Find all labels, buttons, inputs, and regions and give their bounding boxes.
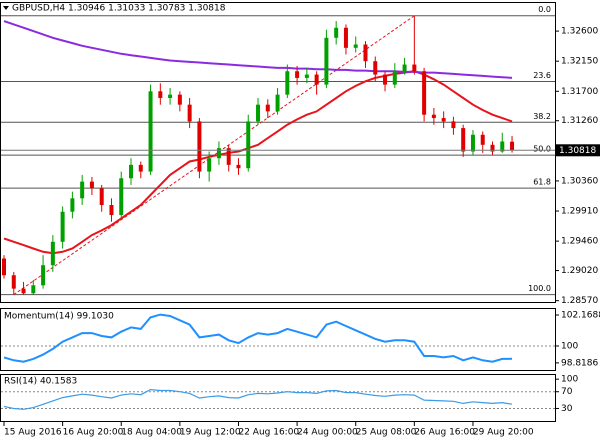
candle-body — [216, 148, 221, 159]
candle-body — [99, 188, 104, 206]
candle-body — [314, 74, 319, 85]
y-tick-label: 100 — [561, 375, 578, 385]
y-tick-label: 1.29020 — [561, 266, 598, 276]
candle-body — [80, 181, 85, 199]
candle-body — [363, 44, 368, 62]
indicator-line — [3, 388, 513, 410]
fib-label: 100.0 — [528, 284, 551, 293]
rsi-panel-frame — [0, 374, 556, 422]
candle-body — [138, 164, 143, 172]
candle-body — [304, 74, 309, 78]
fib-label: 50.0 — [533, 145, 551, 154]
candle-body — [236, 164, 241, 169]
candle-body — [31, 285, 36, 294]
candle-body — [168, 94, 173, 98]
candle-body — [187, 104, 192, 122]
rsi-title: RSI(14) 40.1583 — [4, 377, 77, 387]
y-tick-label: 102.1688 — [561, 311, 600, 321]
candle-body — [21, 288, 26, 294]
y-tick-label: 1.29910 — [561, 207, 598, 217]
y-tick-label: 1.32150 — [561, 57, 598, 67]
fib-label: 38.2 — [533, 112, 551, 121]
candle-body — [60, 211, 65, 242]
candle-body — [177, 94, 182, 105]
x-tick-label: 29 Aug 20:00 — [473, 428, 534, 438]
y-tick-label: 1.31700 — [561, 87, 598, 97]
candle-body — [422, 71, 427, 115]
candle-body — [2, 258, 6, 276]
menu-triangle — [3, 6, 9, 10]
candle-body — [402, 64, 407, 72]
moving-average — [3, 20, 513, 79]
momentum-title: Momentum(14) 99.1030 — [4, 312, 114, 322]
x-tick-label: 19 Aug 12:00 — [180, 428, 241, 438]
y-tick-label: 100 — [561, 342, 578, 352]
momentum-panel-frame — [0, 308, 556, 371]
candle-body — [129, 164, 134, 179]
x-tick-label: 22 Aug 16:00 — [238, 428, 299, 438]
x-tick-label: 18 Aug 04:00 — [121, 428, 182, 438]
candle-body — [50, 241, 55, 266]
candle-body — [226, 148, 231, 165]
candle-body — [158, 91, 163, 98]
moving-average — [3, 70, 513, 255]
candle-body — [383, 74, 388, 85]
y-tick-label: 1.29460 — [561, 237, 598, 247]
fib-label: 0.0 — [538, 5, 551, 14]
candle-body — [451, 121, 456, 129]
candle-body — [11, 275, 16, 289]
candle-body — [256, 104, 261, 122]
x-tick-label: 24 Aug 00:00 — [297, 428, 358, 438]
candle-body — [324, 37, 329, 85]
x-tick-label: 15 Aug 2016 — [4, 428, 62, 438]
y-tick-label: 1.32600 — [561, 27, 598, 37]
indicator-line — [3, 313, 513, 363]
candle-body — [343, 27, 348, 48]
candle-body — [109, 205, 114, 216]
candle-body — [197, 121, 202, 172]
candle-body — [470, 134, 475, 152]
candle-body — [265, 104, 270, 112]
current-price-box — [556, 144, 600, 157]
y-tick-label: 1.30360 — [561, 176, 598, 186]
main-panel-frame — [0, 2, 556, 303]
candle-body — [246, 121, 251, 169]
y-tick-label: 98.8186 — [561, 358, 598, 368]
fib-label: 61.8 — [533, 178, 551, 187]
candle-body — [207, 158, 212, 172]
candle-body — [275, 94, 280, 112]
candle-body — [70, 198, 75, 212]
y-tick-label: 70 — [561, 387, 573, 397]
candle-body — [119, 178, 124, 216]
y-tick-label: 30 — [561, 404, 573, 414]
candle-body — [441, 118, 446, 122]
candle-body — [148, 91, 153, 172]
x-tick-label: 16 Aug 20:00 — [63, 428, 124, 438]
candle-body — [461, 128, 466, 152]
candle-body — [510, 141, 515, 151]
candle-body — [431, 114, 436, 119]
candle-body — [412, 64, 417, 72]
x-tick-label: 25 Aug 08:00 — [356, 428, 417, 438]
y-tick-label: 1.28570 — [561, 296, 598, 306]
fib-trendline — [13, 15, 415, 296]
candle-body — [89, 181, 94, 189]
fib-label: 23.6 — [533, 71, 551, 80]
candle-body — [285, 71, 290, 95]
candle-body — [334, 27, 339, 38]
candle-body — [41, 265, 46, 286]
current-price-label: 1.30818 — [559, 146, 596, 156]
candle-body — [392, 71, 397, 85]
candle-body — [490, 144, 495, 152]
candle-body — [295, 71, 300, 78]
y-tick-label: 1.31260 — [561, 116, 598, 126]
x-tick-label: 26 Aug 16:00 — [414, 428, 475, 438]
chart-title: GBPUSD,H4 1.30946 1.31033 1.30783 1.3081… — [12, 4, 226, 14]
candle-body — [373, 61, 378, 75]
candle-body — [480, 134, 485, 145]
candle-body — [500, 141, 505, 152]
candle-body — [353, 44, 358, 48]
